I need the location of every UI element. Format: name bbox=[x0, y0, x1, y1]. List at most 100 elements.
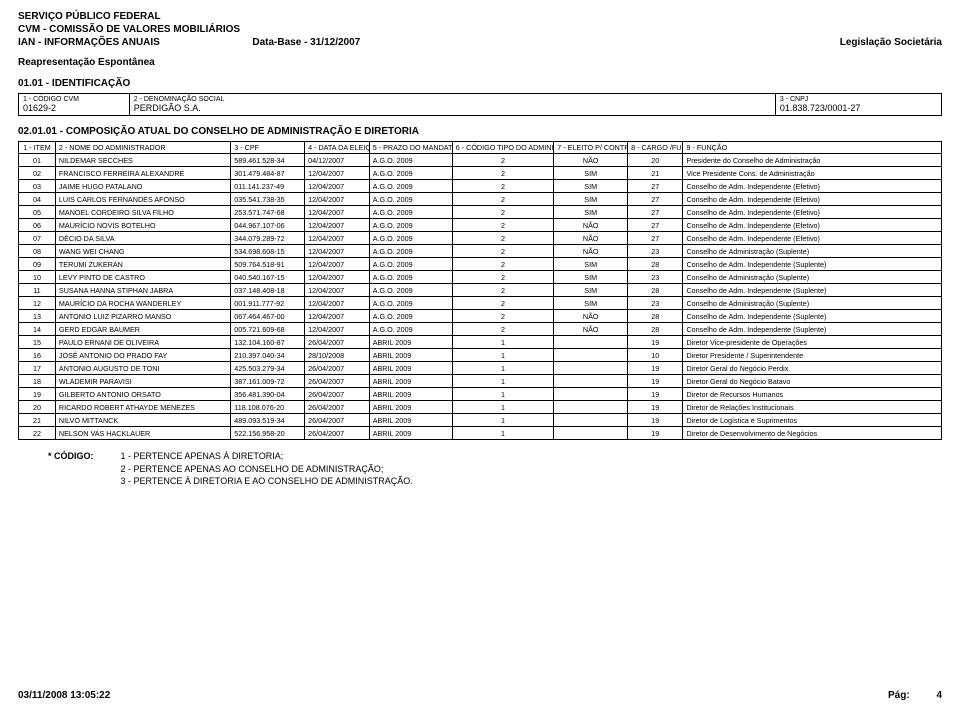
table-cell: 12 bbox=[19, 297, 56, 310]
identificacao-table: 1 - CÓDIGO CVM 01629-2 2 - DENOMINAÇÃO S… bbox=[18, 93, 942, 116]
table-cell: JAIME HUGO PATALANO bbox=[55, 180, 230, 193]
ident-col3-val: 01.838.723/0001-27 bbox=[780, 103, 937, 113]
table-cell: 489.093.519-34 bbox=[231, 414, 305, 427]
table-cell: 1 bbox=[452, 349, 554, 362]
table-cell: 12/04/2007 bbox=[305, 206, 370, 219]
table-cell: 037.148.408-18 bbox=[231, 284, 305, 297]
table-cell: A.G.O. 2009 bbox=[369, 271, 452, 284]
table-row: 06MAURÍCIO NOVIS BOTELHO044.967.107-0612… bbox=[19, 219, 942, 232]
header-line-3-mid: Data-Base - 31/12/2007 bbox=[252, 37, 360, 48]
table-cell: Conselho de Administração (Suplente) bbox=[683, 271, 942, 284]
composicao-table: 1 - ITEM 2 - NOME DO ADMINISTRADOR 3 - C… bbox=[18, 141, 942, 440]
codigo-footnote: * CÓDIGO: 1 - PERTENCE APENAS À DIRETORI… bbox=[48, 450, 942, 488]
table-cell: 26/04/2007 bbox=[305, 388, 370, 401]
table-cell: 26/04/2007 bbox=[305, 375, 370, 388]
col-prazo: 5 - PRAZO DO MANDATO bbox=[369, 142, 452, 154]
table-cell: A.G.O. 2009 bbox=[369, 310, 452, 323]
col-data: 4 - DATA DA ELEIÇÃO bbox=[305, 142, 370, 154]
codigo-line-3: 3 - PERTENCE À DIRETORIA E AO CONSELHO D… bbox=[121, 475, 413, 488]
table-cell: 035.541.738-35 bbox=[231, 193, 305, 206]
table-row: 09TERUMI ZUKERAN509.764.518-9112/04/2007… bbox=[19, 258, 942, 271]
table-cell: 19 bbox=[19, 388, 56, 401]
ident-col2-label: 2 - DENOMINAÇÃO SOCIAL bbox=[134, 96, 771, 103]
table-cell: A.G.O. 2009 bbox=[369, 206, 452, 219]
table-cell: NELSON VAS HACKLAUER bbox=[55, 427, 230, 440]
table-cell: MAURÍCIO DA ROCHA WANDERLEY bbox=[55, 297, 230, 310]
table-cell: 2 bbox=[452, 167, 554, 180]
table-row: 15PAULO ERNANI DE OLIVEIRA132.104.160-87… bbox=[19, 336, 942, 349]
table-cell: 12/04/2007 bbox=[305, 167, 370, 180]
table-cell: 589.461.528-34 bbox=[231, 154, 305, 167]
table-cell: NÃO bbox=[554, 245, 628, 258]
table-cell: 28 bbox=[628, 284, 683, 297]
table-row: 10LEVY PINTO DE CASTRO040.540.167-1512/0… bbox=[19, 271, 942, 284]
table-cell: 2 bbox=[452, 323, 554, 336]
table-cell: 28 bbox=[628, 323, 683, 336]
table-cell: 12/04/2007 bbox=[305, 193, 370, 206]
table-cell: ANTONIO AUGUSTO DE TONI bbox=[55, 362, 230, 375]
table-cell: NILDEMAR SECCHES bbox=[55, 154, 230, 167]
table-cell: Conselho de Adm. Independente (Efetivo) bbox=[683, 219, 942, 232]
table-row: 13ANTONIO LUIZ PIZARRO MANSO067.464.467-… bbox=[19, 310, 942, 323]
table-cell: ABRIL 2009 bbox=[369, 388, 452, 401]
table-cell: ABRIL 2009 bbox=[369, 401, 452, 414]
table-cell: SIM bbox=[554, 193, 628, 206]
header-line-1: SERVIÇO PÚBLICO FEDERAL bbox=[18, 10, 942, 23]
table-cell: NILVO MITTANCK bbox=[55, 414, 230, 427]
table-cell: Conselho de Adm. Independente (Suplente) bbox=[683, 323, 942, 336]
table-cell: 27 bbox=[628, 193, 683, 206]
table-cell: Vice Presidente Cons. de Administração bbox=[683, 167, 942, 180]
table-cell: 01 bbox=[19, 154, 56, 167]
table-row: 03JAIME HUGO PATALANO011.141.237-4912/04… bbox=[19, 180, 942, 193]
table-cell: 15 bbox=[19, 336, 56, 349]
table-cell: Conselho de Administração (Suplente) bbox=[683, 245, 942, 258]
table-row: 12MAURÍCIO DA ROCHA WANDERLEY001.911.777… bbox=[19, 297, 942, 310]
table-cell bbox=[554, 349, 628, 362]
table-cell: ABRIL 2009 bbox=[369, 336, 452, 349]
table-cell: 07 bbox=[19, 232, 56, 245]
table-cell: 04/12/2007 bbox=[305, 154, 370, 167]
table-cell: 10 bbox=[19, 271, 56, 284]
table-cell: 509.764.518-91 bbox=[231, 258, 305, 271]
table-cell: 12/04/2007 bbox=[305, 245, 370, 258]
table-cell: SIM bbox=[554, 206, 628, 219]
table-cell: 210.397.040-34 bbox=[231, 349, 305, 362]
table-cell: ANTONIO LUIZ PIZARRO MANSO bbox=[55, 310, 230, 323]
footer-page-number: 4 bbox=[936, 690, 942, 701]
table-cell: A.G.O. 2009 bbox=[369, 245, 452, 258]
table-cell: 344.079.289-72 bbox=[231, 232, 305, 245]
table-cell: SIM bbox=[554, 258, 628, 271]
table-row: 02FRANCISCO FERREIRA ALEXANDRE301.479.48… bbox=[19, 167, 942, 180]
table-cell: 21 bbox=[628, 167, 683, 180]
table-cell: 132.104.160-87 bbox=[231, 336, 305, 349]
table-row: 16JOSÉ ANTONIO DO PRADO FAY210.397.040-3… bbox=[19, 349, 942, 362]
table-cell: 2 bbox=[452, 154, 554, 167]
table-cell bbox=[554, 375, 628, 388]
table-cell: 534.698.608-15 bbox=[231, 245, 305, 258]
table-cell: Conselho de Administração (Suplente) bbox=[683, 297, 942, 310]
table-cell: 12/04/2007 bbox=[305, 271, 370, 284]
table-cell: 1 bbox=[452, 388, 554, 401]
table-row: 14GERD EDGAR BAUMER005.721.609-6812/04/2… bbox=[19, 323, 942, 336]
table-cell: A.G.O. 2009 bbox=[369, 232, 452, 245]
table-cell: 19 bbox=[628, 375, 683, 388]
table-cell: 26/04/2007 bbox=[305, 401, 370, 414]
table-cell: 2 bbox=[452, 310, 554, 323]
table-cell: A.G.O. 2009 bbox=[369, 297, 452, 310]
table-cell: NÃO bbox=[554, 219, 628, 232]
table-cell: 26/04/2007 bbox=[305, 362, 370, 375]
table-cell: 1 bbox=[452, 427, 554, 440]
table-cell: 2 bbox=[452, 271, 554, 284]
table-cell: 19 bbox=[628, 427, 683, 440]
table-header-row: 1 - ITEM 2 - NOME DO ADMINISTRADOR 3 - C… bbox=[19, 142, 942, 154]
table-cell: LUIS CARLOS FERNANDES AFONSO bbox=[55, 193, 230, 206]
table-cell: 28/10/2008 bbox=[305, 349, 370, 362]
table-cell: 17 bbox=[19, 362, 56, 375]
table-cell: 26/04/2007 bbox=[305, 336, 370, 349]
table-cell: 040.540.167-15 bbox=[231, 271, 305, 284]
table-row: 08WANG WEI CHANG534.698.608-1512/04/2007… bbox=[19, 245, 942, 258]
table-cell: 12/04/2007 bbox=[305, 310, 370, 323]
table-cell: 28 bbox=[628, 258, 683, 271]
table-cell: 301.479.484-87 bbox=[231, 167, 305, 180]
table-cell: A.G.O. 2009 bbox=[369, 167, 452, 180]
